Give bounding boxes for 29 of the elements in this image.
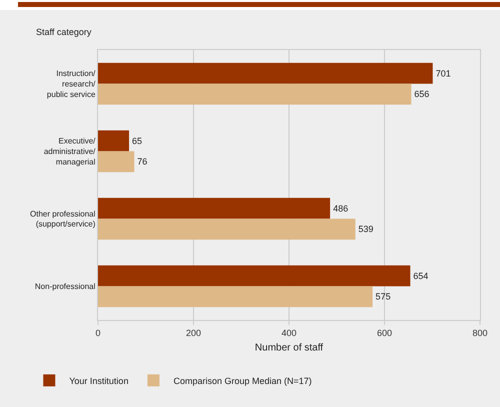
y-tick-label: Non-professional xyxy=(34,282,96,292)
bar xyxy=(98,265,410,286)
x-tick-label: 200 xyxy=(186,328,202,338)
x-tick-label: 400 xyxy=(281,328,297,338)
x-axis-title: Number of staff xyxy=(254,342,324,354)
data-label: 654 xyxy=(413,270,428,281)
y-tick-label: Executive/ administrative/ managerial xyxy=(44,136,96,166)
bar xyxy=(98,62,433,84)
data-label: 539 xyxy=(358,224,374,234)
legend-label: Your Institution xyxy=(69,376,128,386)
bar xyxy=(98,286,373,308)
bar xyxy=(98,130,130,152)
data-label: 575 xyxy=(376,292,391,302)
bar xyxy=(98,198,330,219)
x-tick-label: 0 xyxy=(95,328,101,338)
data-label: 486 xyxy=(333,203,348,214)
bar xyxy=(98,151,134,172)
bar xyxy=(98,218,356,240)
data-label: 656 xyxy=(414,89,430,100)
data-label: 65 xyxy=(132,136,142,146)
bar xyxy=(98,84,412,105)
legend-label: Comparison Group Median (N=17) xyxy=(173,376,312,386)
y-axis-title: Staff category xyxy=(36,27,92,37)
y-tick-label: Instruction/ research/ public service xyxy=(46,69,96,99)
data-label: 76 xyxy=(137,156,148,167)
data-label: 701 xyxy=(436,68,451,78)
x-tick-label: 600 xyxy=(376,328,392,338)
y-tick-label: Other professional (support/service) xyxy=(30,209,96,229)
x-tick-label: 800 xyxy=(472,328,488,338)
